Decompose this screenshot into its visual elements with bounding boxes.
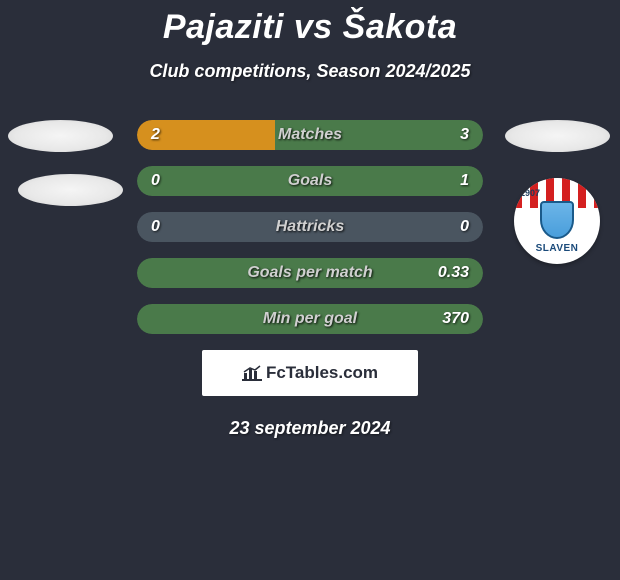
stat-value-right: 370 xyxy=(442,310,469,328)
stat-value-right: 3 xyxy=(460,126,469,144)
stat-row: 0Goals1 xyxy=(137,166,483,196)
stat-row: 0Hattricks0 xyxy=(137,212,483,242)
chart-bar-icon xyxy=(242,365,262,381)
club-badge-name: SLAVEN xyxy=(536,243,579,254)
club-badge-shield xyxy=(540,201,574,239)
player-left-badge-placeholder xyxy=(8,120,113,152)
player-right-badge-placeholder xyxy=(505,120,610,152)
subtitle: Club competitions, Season 2024/2025 xyxy=(0,61,620,82)
footer-date: 23 september 2024 xyxy=(0,418,620,439)
stat-label: Matches xyxy=(137,126,483,144)
watermark-box: FcTables.com xyxy=(202,350,418,396)
watermark: FcTables.com xyxy=(242,363,378,383)
comparison-widget: Pajaziti vs Šakota Club competitions, Se… xyxy=(0,0,620,439)
stat-label: Goals xyxy=(137,172,483,190)
stat-label: Goals per match xyxy=(137,264,483,282)
stat-label: Hattricks xyxy=(137,218,483,236)
club-badge-year: 1907 xyxy=(520,188,540,198)
watermark-text: FcTables.com xyxy=(266,363,378,383)
stat-value-right: 0.33 xyxy=(438,264,469,282)
stat-label: Min per goal xyxy=(137,310,483,328)
stat-row: Min per goal370 xyxy=(137,304,483,334)
page-title: Pajaziti vs Šakota xyxy=(0,8,620,47)
stat-row: Goals per match0.33 xyxy=(137,258,483,288)
stat-value-right: 0 xyxy=(460,218,469,236)
stat-row: 2Matches3 xyxy=(137,120,483,150)
stat-value-right: 1 xyxy=(460,172,469,190)
club-left-badge-placeholder xyxy=(18,174,123,206)
club-right-badge: 1907 SLAVEN xyxy=(514,178,600,264)
